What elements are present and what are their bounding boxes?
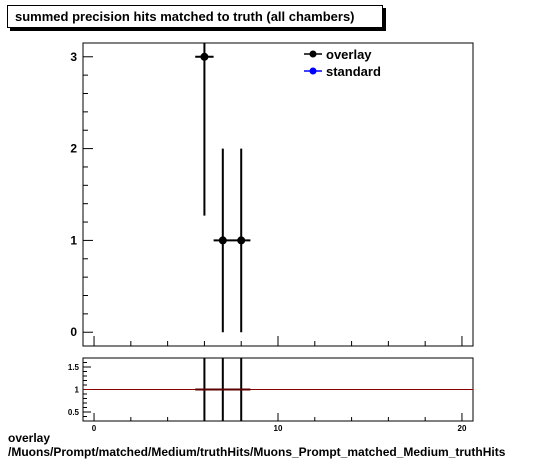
data-point	[237, 236, 246, 245]
ratio-y-tick-label: 1	[75, 386, 80, 395]
legend-label-overlay: overlay	[326, 47, 372, 62]
main-frame	[82, 42, 474, 347]
legend-marker	[309, 50, 317, 58]
footer-line-2: /Muons/Prompt/matched/Medium/truthHits/M…	[8, 445, 506, 459]
main-y-tick-label: 1	[70, 233, 77, 247]
chart-title: summed precision hits matched to truth (…	[15, 9, 355, 24]
ratio-y-tick-label: 1.5	[68, 363, 80, 372]
data-point	[200, 52, 209, 61]
legend-label-standard: standard	[326, 64, 381, 79]
main-y-tick-label: 2	[70, 142, 77, 156]
title-box: summed precision hits matched to truth (…	[7, 5, 383, 28]
legend-marker	[309, 67, 317, 75]
data-point	[218, 236, 227, 245]
ratio-x-tick-label: 0	[92, 424, 97, 433]
ratio-x-tick-label: 10	[274, 424, 283, 433]
ratio-x-tick-label: 20	[458, 424, 467, 433]
main-y-tick-label: 3	[70, 50, 77, 64]
main-y-tick-label: 0	[70, 325, 77, 339]
footer-line-1: overlay	[8, 431, 51, 445]
ratio-y-tick-label: 0.5	[68, 408, 80, 417]
